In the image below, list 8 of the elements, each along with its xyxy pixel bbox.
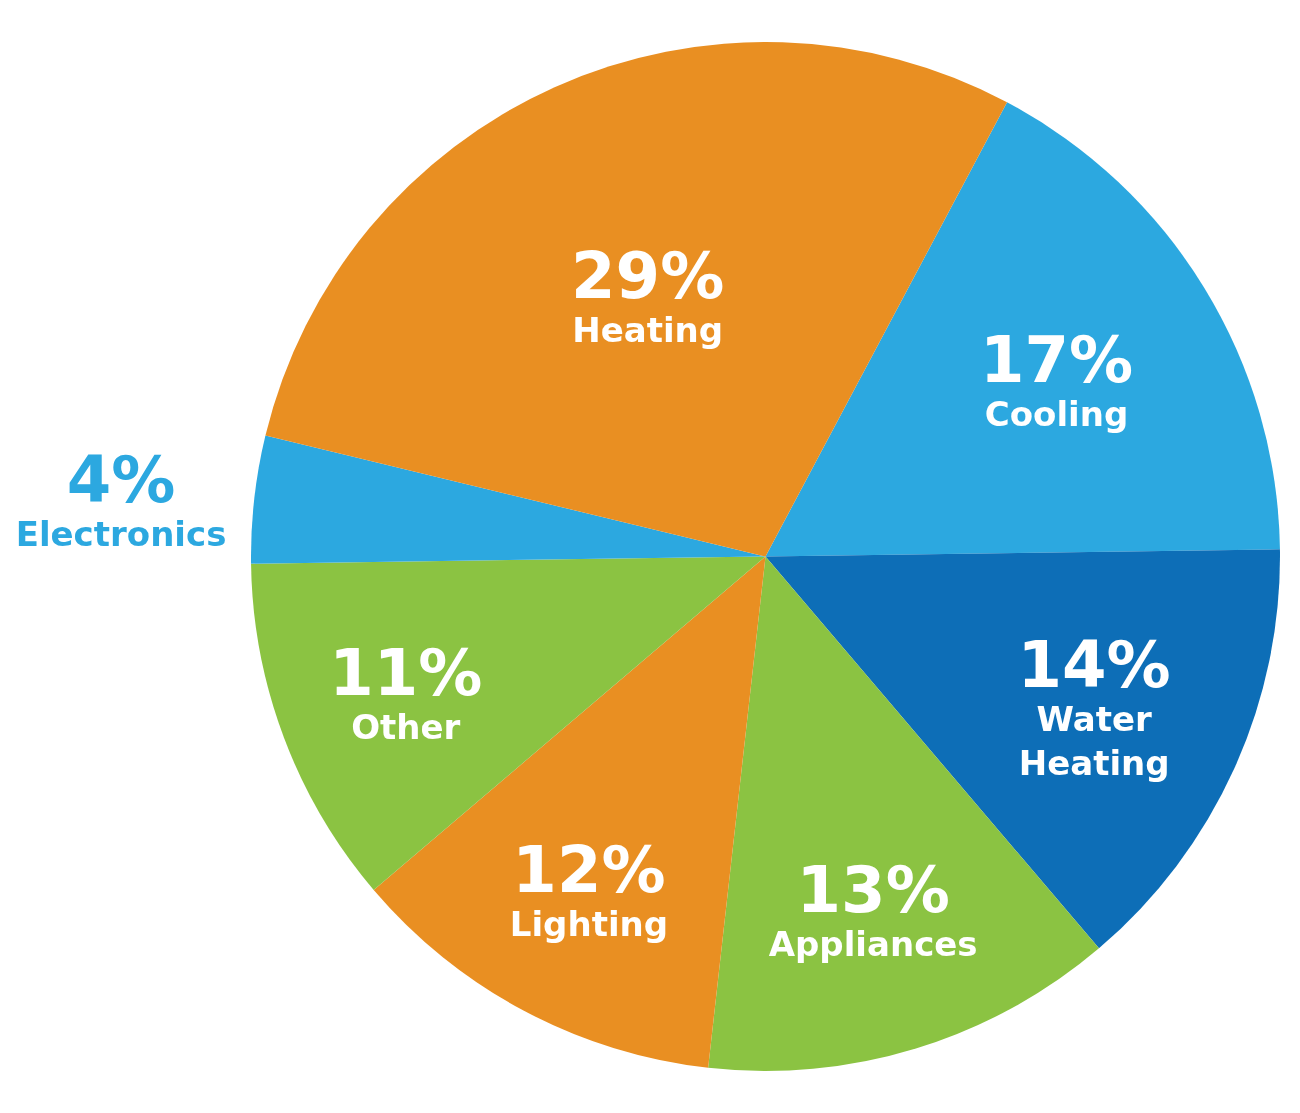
pie-slice — [251, 435, 766, 564]
slice-label: Water Heating — [1018, 699, 1170, 784]
data-label: 4% — [66, 442, 176, 517]
data-label: 14% — [1017, 627, 1171, 702]
pie-slice — [765, 102, 1280, 557]
slice-label: Electronics — [15, 514, 227, 555]
data-label: 12% — [512, 832, 666, 907]
slice-label: Lighting — [509, 904, 669, 945]
